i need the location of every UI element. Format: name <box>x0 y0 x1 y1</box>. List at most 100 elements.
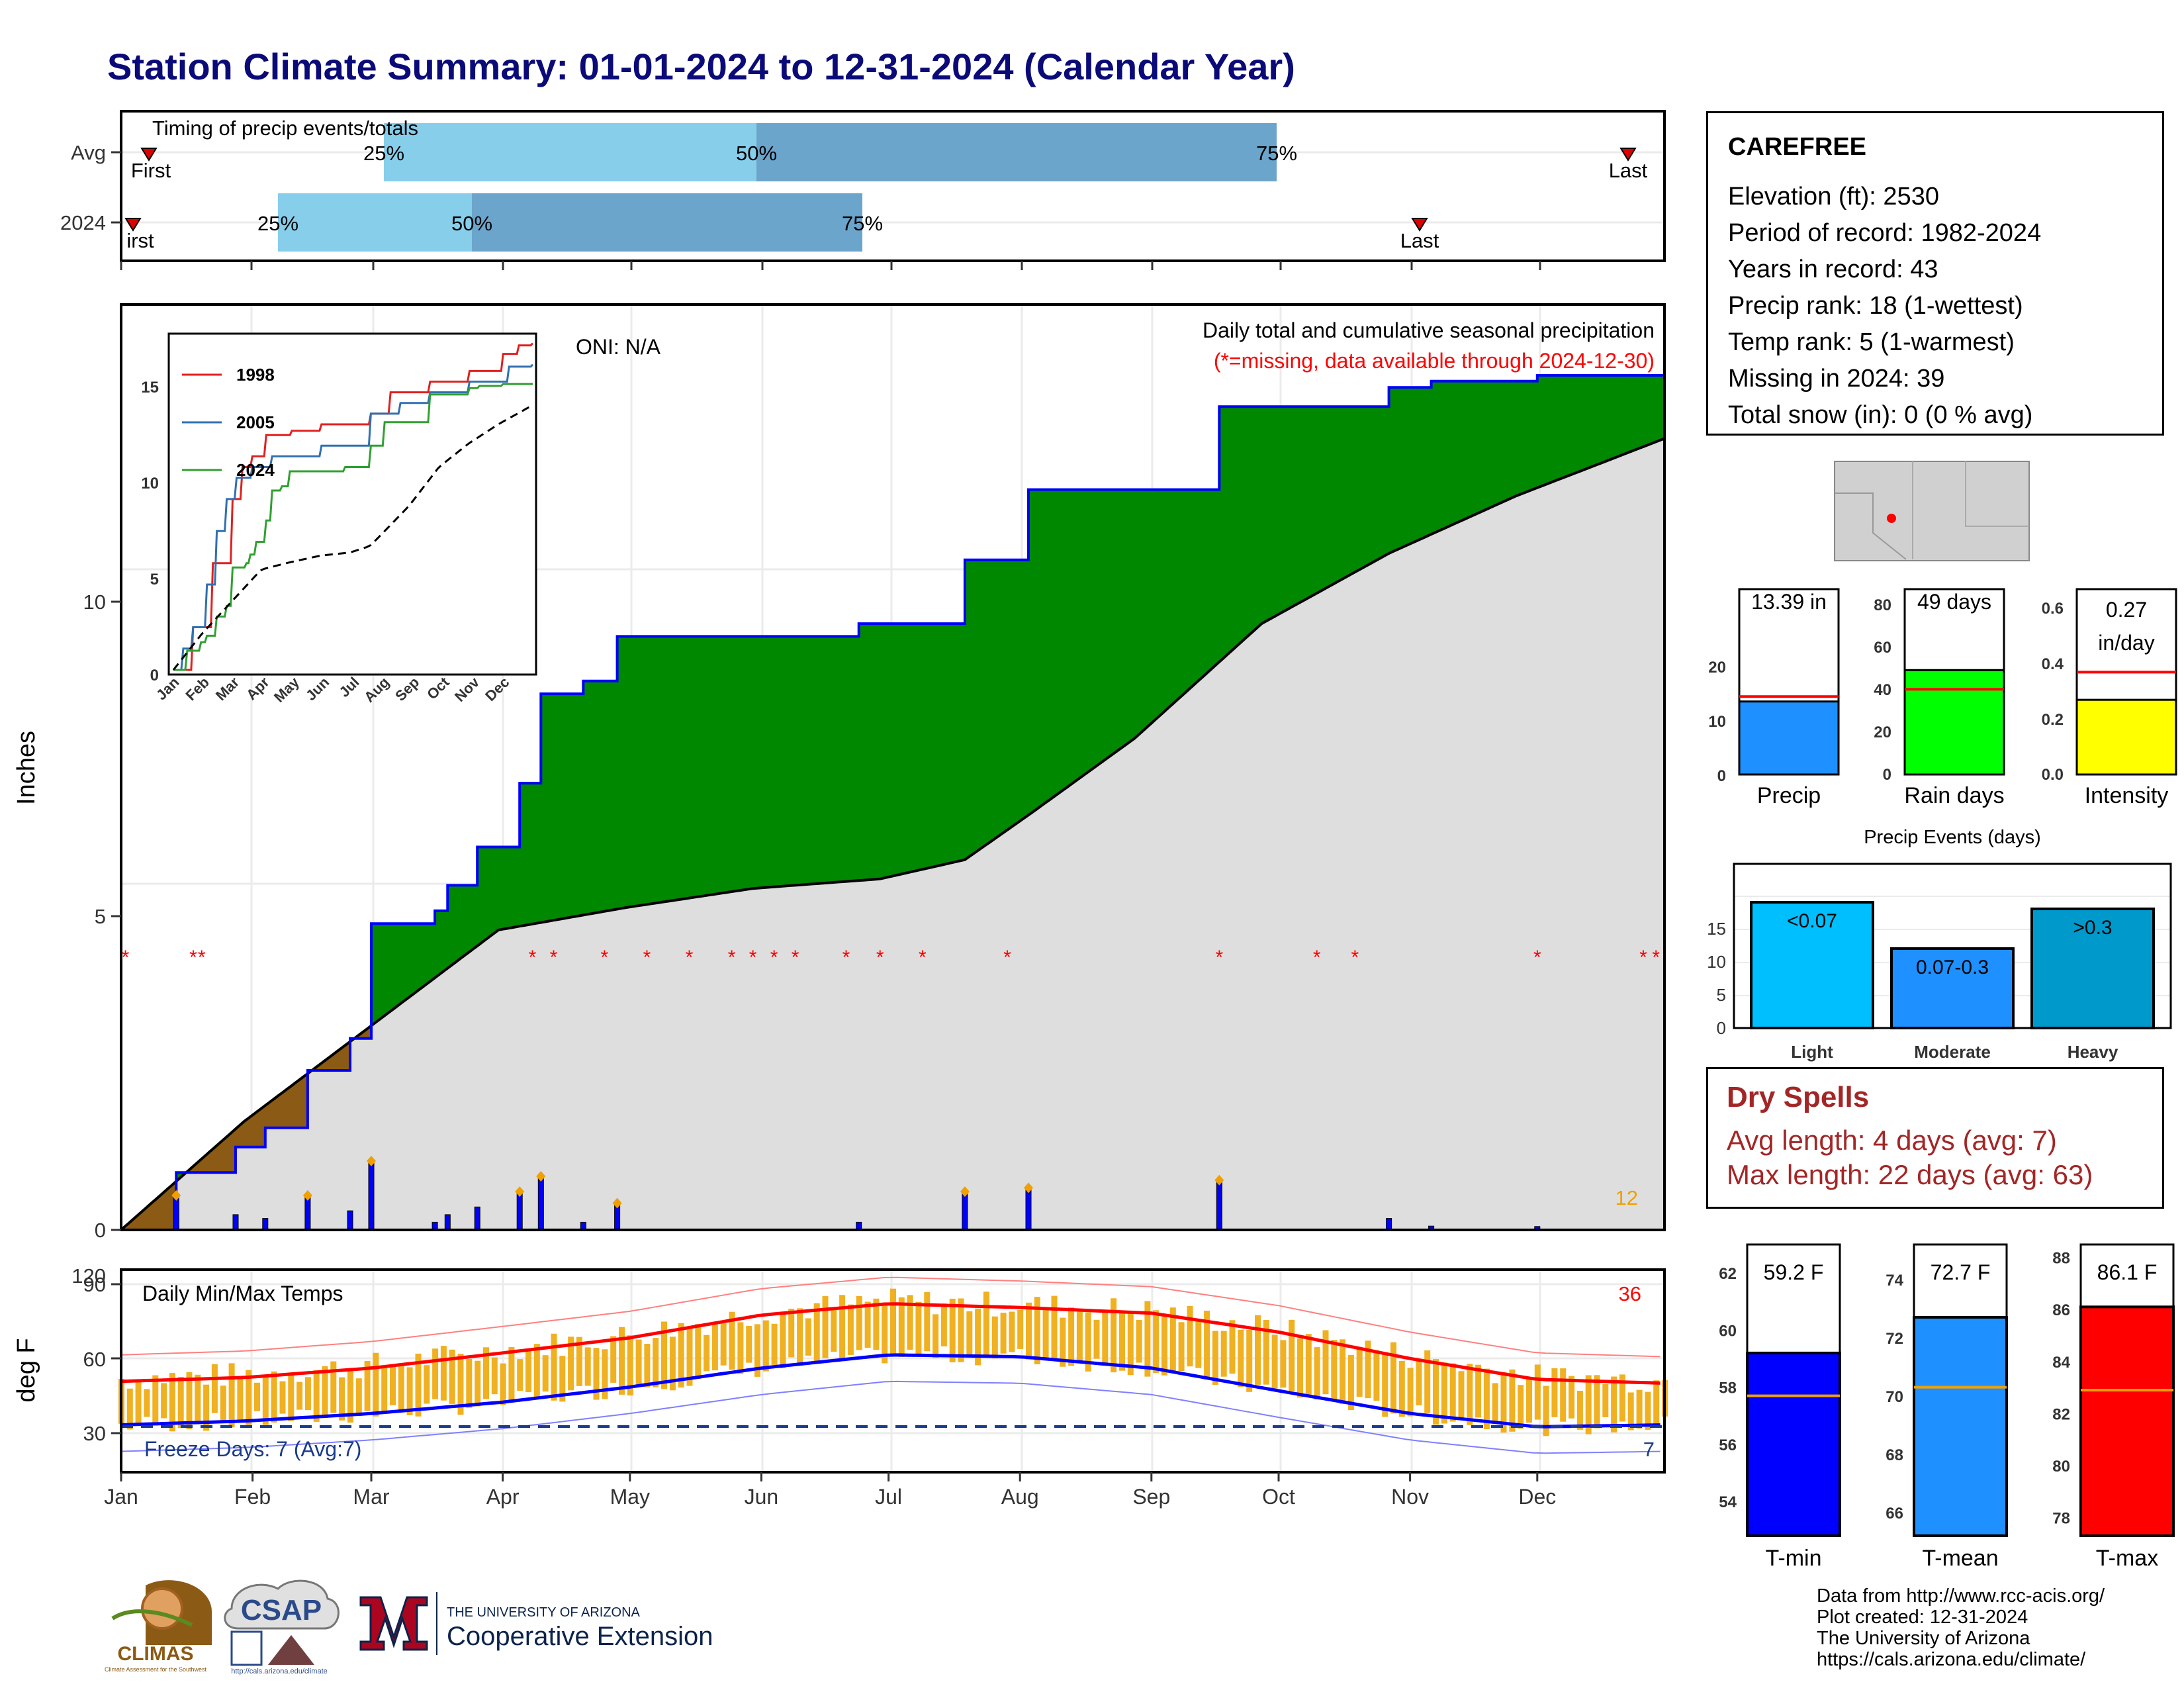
daily-temp-bar <box>711 1321 718 1371</box>
daily-temp-bar <box>322 1366 328 1419</box>
daily-temp-bar <box>144 1389 150 1417</box>
precip-caption: Daily total and cumulative seasonal prec… <box>1203 318 1655 342</box>
daily-precip-marker <box>171 1190 181 1201</box>
daily-temp-bar <box>1576 1391 1583 1430</box>
daily-temp-bar <box>653 1338 659 1387</box>
daily-temp-bar <box>161 1383 167 1419</box>
daily-temp-bar <box>1424 1350 1431 1413</box>
daily-temp-bar <box>254 1382 260 1411</box>
daily-temp-bar <box>355 1378 362 1416</box>
tmax-tick: 84 <box>2052 1354 2070 1372</box>
daily-temp-bar <box>415 1353 422 1417</box>
2024-p25-label: 25% <box>257 212 298 235</box>
temp-series <box>118 1276 1668 1454</box>
daily-temp-bar <box>406 1367 413 1415</box>
daily-precip-marker <box>1214 1174 1224 1186</box>
precip-tick-20: 20 <box>1708 659 1726 677</box>
daily-temp-bar <box>847 1304 854 1355</box>
timing-title: Timing of precip events/totals <box>152 117 418 140</box>
daily-temp-bar <box>966 1311 973 1356</box>
2024-p50-label: 50% <box>451 212 492 235</box>
avg-min-line <box>120 1353 1661 1429</box>
credit-data-source: Data from http://www.rcc-acis.org/ <box>1817 1585 2105 1607</box>
station-elevation: Elevation (ft): 2530 <box>1728 183 1939 211</box>
daily-temp-bar <box>1475 1364 1482 1418</box>
daily-temp-bar <box>1144 1301 1151 1377</box>
count-label: 12 <box>1615 1186 1638 1209</box>
daily-temp-bar <box>882 1303 888 1364</box>
raindays-tick-80: 80 <box>1874 596 1891 614</box>
daily-temp-bar <box>186 1372 193 1430</box>
daily-precip-marker <box>536 1171 546 1182</box>
missing-data-marker: * <box>529 947 537 968</box>
dry-spells-box: Dry Spells Avg length: 4 days (avg: 7) M… <box>1706 1067 2164 1209</box>
station-years: Years in record: 43 <box>1728 256 1938 283</box>
daily-temp-bar <box>220 1385 226 1423</box>
missing-data-marker: * <box>728 947 736 968</box>
intensity-tick-02: 0.2 <box>2042 711 2064 729</box>
daily-temp-bar <box>635 1339 642 1386</box>
daily-temp-bar <box>195 1374 201 1423</box>
intensity-tick-06: 0.6 <box>2042 600 2064 618</box>
raindays-bar-chart: 49 days 0 20 40 60 80 Rain days <box>1874 588 2005 808</box>
ua-top: THE UNIVERSITY OF ARIZONA <box>447 1605 641 1620</box>
intensity-unit: in/day <box>2098 631 2154 655</box>
daily-temp-bar <box>797 1308 803 1366</box>
timing-month-ticks <box>120 261 1541 270</box>
events-cat-heavy: Heavy <box>2068 1042 2118 1062</box>
daily-temp-bar <box>373 1352 379 1417</box>
daily-temp-bar <box>602 1349 608 1399</box>
daily-temp-bar <box>933 1314 939 1358</box>
2024-first-label: irst <box>126 229 154 252</box>
daily-temp-bar <box>288 1375 295 1421</box>
daily-temp-bar <box>1331 1340 1338 1400</box>
daily-temp-bar <box>1585 1375 1592 1434</box>
daily-temp-bar <box>924 1291 931 1352</box>
missing-data-marker: * <box>792 947 799 968</box>
precip-y-tick-5: 5 <box>95 905 106 928</box>
daily-temp-bar <box>704 1335 710 1372</box>
daily-temp-bar <box>695 1324 702 1379</box>
avg-last-label: Last <box>1609 159 1648 182</box>
daily-temp-bar <box>737 1322 744 1374</box>
timing-row-avg-label: Avg <box>71 141 106 164</box>
daily-temp-bar <box>1645 1391 1651 1430</box>
missing-data-marker: * <box>1533 947 1541 968</box>
daily-temp-bar <box>1246 1329 1253 1392</box>
daily-precip-bar <box>262 1218 269 1231</box>
daily-temp-bar <box>152 1375 159 1426</box>
daily-temp-bar <box>347 1368 353 1423</box>
daily-temp-bar <box>788 1309 795 1358</box>
daily-temp-bar <box>669 1336 676 1391</box>
daily-temp-bar <box>610 1336 617 1383</box>
month-label: Oct <box>1262 1485 1295 1509</box>
events-category-axis: Light Moderate Heavy <box>1791 1042 2118 1062</box>
cumulative-precip-line <box>121 374 1664 1231</box>
daily-temp-bar <box>1034 1297 1040 1364</box>
intensity-tick-04: 0.4 <box>2042 655 2064 673</box>
daily-temp-bar <box>1602 1384 1609 1417</box>
precip-y-tick-0: 0 <box>95 1219 106 1242</box>
month-axis: Jan Feb Mar Apr May Jun Jul Aug Sep Oct Nov Dec <box>104 1472 1556 1509</box>
daily-temp-bar <box>856 1296 862 1350</box>
station-precip-rank: Precip rank: 18 (1-wettest) <box>1728 292 2023 320</box>
daily-temp-bar <box>228 1363 235 1428</box>
2024-first-marker <box>124 218 142 232</box>
inset-chart: 1998 2005 2024 0 5 10 15 Jan Feb Mar AprMay… <box>141 332 537 706</box>
intensity-bar <box>2075 698 2177 776</box>
daily-temp-bar <box>262 1374 269 1425</box>
daily-temp-bar <box>1178 1322 1185 1372</box>
tmean-value: 72.7 F <box>1931 1260 1991 1284</box>
2024-last-label: Last <box>1400 229 1439 252</box>
daily-temp-bar <box>720 1323 727 1366</box>
missing-data-markers: * * * * * * * * * * * * * * * * * * * * * * <box>122 947 1661 968</box>
raindays-label: Rain days <box>1904 783 2004 808</box>
daily-temp-bar <box>1365 1340 1371 1399</box>
above-average-area <box>121 375 1664 1230</box>
daily-temp-bar <box>1619 1374 1625 1422</box>
daily-temp-bar <box>644 1344 651 1387</box>
daily-temp-bar <box>1407 1368 1414 1417</box>
daily-temp-bar <box>211 1364 218 1413</box>
station-temp-rank: Temp rank: 5 (1-warmest) <box>1728 328 2015 356</box>
month-label: Nov <box>1391 1485 1429 1509</box>
